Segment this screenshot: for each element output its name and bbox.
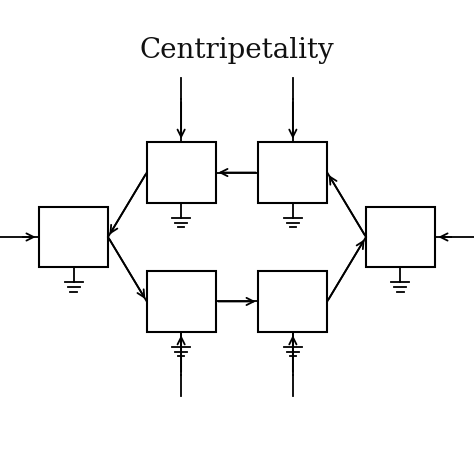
Bar <box>147 143 216 202</box>
Bar <box>366 207 435 267</box>
Bar <box>258 272 327 331</box>
Bar <box>258 143 327 202</box>
Bar <box>147 272 216 331</box>
Bar <box>39 207 108 267</box>
Text: Centripetality: Centripetality <box>140 36 334 64</box>
